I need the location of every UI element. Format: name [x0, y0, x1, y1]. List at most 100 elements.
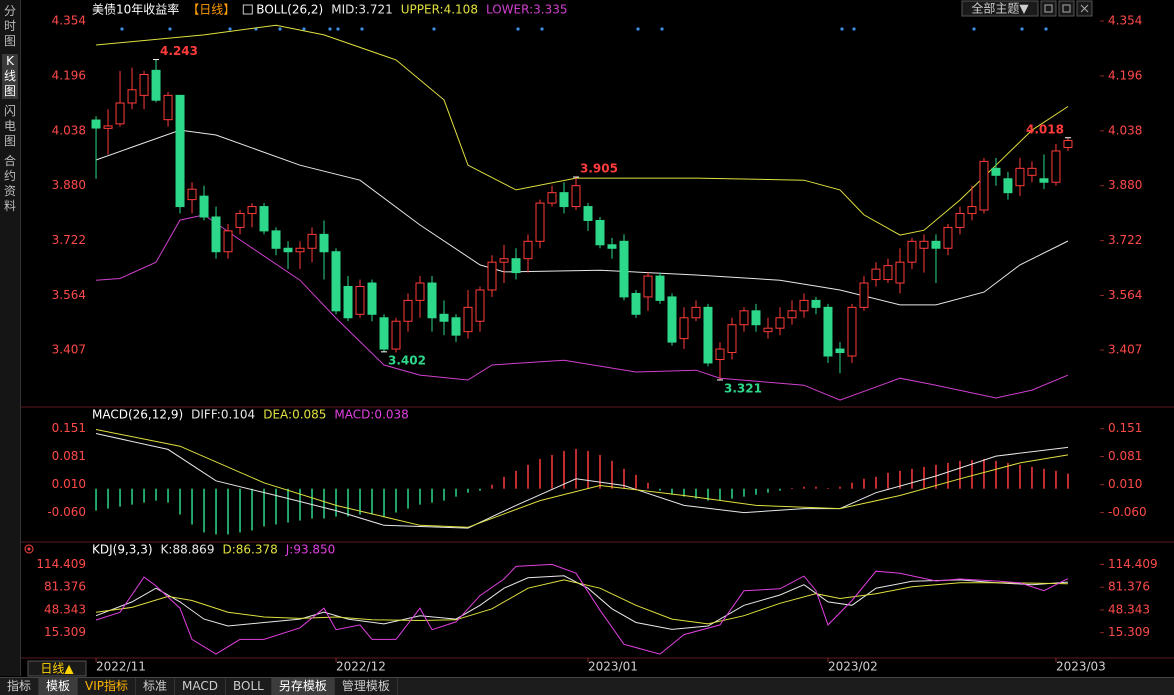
y-tick-label: 4.038 — [52, 123, 86, 137]
bottom-tab[interactable]: 另存模板 — [271, 678, 335, 695]
candle-body — [943, 226, 953, 249]
candle-body — [691, 306, 701, 319]
bottom-tab[interactable]: 指标 — [0, 678, 40, 695]
signal-dot — [540, 27, 544, 31]
bottom-tab[interactable]: BOLL — [226, 678, 272, 695]
candle-body — [679, 317, 689, 340]
candle-body — [883, 265, 893, 281]
legend-label: UPPER:4.108 — [401, 3, 478, 17]
x-tick-label: 2022/11 — [96, 660, 146, 674]
candle-body — [991, 167, 1001, 176]
tab[interactable]: 分时图 — [3, 4, 16, 48]
y-tick-label: -0.060 — [47, 505, 86, 519]
candle-body — [1063, 140, 1073, 148]
y-tick-label-right: 3.722 — [1108, 233, 1142, 247]
candle-body — [1015, 167, 1025, 187]
theme-button-label[interactable]: 全部主题▼ — [971, 1, 1029, 16]
theme-button[interactable] — [961, 0, 1039, 17]
indicator-line — [95, 575, 1069, 630]
candle-body — [907, 240, 917, 263]
icon — [1044, 4, 1053, 13]
candle-body — [103, 125, 113, 129]
candle-body — [163, 94, 173, 121]
y-tick-label: 3.407 — [52, 343, 86, 357]
y-tick-label-right: 3.564 — [1108, 288, 1142, 302]
candle-body — [967, 206, 977, 215]
candle-body — [835, 348, 845, 354]
bottom-tab[interactable]: 标准 — [136, 678, 176, 695]
signal-dot — [302, 27, 306, 31]
indicator-line — [95, 129, 1069, 306]
legend-label: 【日线】 — [187, 3, 235, 17]
bottom-tabs: 指标 模板 VIP指标 标准 MACD BOLL 另存模板 管理模板 — [0, 677, 1174, 695]
y-tick-label-right: 4.196 — [1108, 68, 1142, 82]
legend-label: KDJ(9,3,3) — [92, 543, 153, 557]
candle-body — [247, 206, 257, 215]
candle-body — [211, 216, 221, 253]
signal-dot — [336, 27, 340, 31]
signal-dot — [840, 27, 844, 31]
tab[interactable]: 合约资料 — [3, 154, 16, 213]
y-tick-label: 4.196 — [52, 68, 86, 82]
y-tick-label: 3.722 — [52, 233, 86, 247]
signal-dot — [228, 27, 232, 31]
candle-body — [751, 310, 761, 326]
candle-body — [259, 206, 269, 232]
legend-label: MACD:0.038 — [334, 408, 408, 422]
y-tick-label: 4.354 — [52, 13, 86, 27]
legend-label: MID:3.721 — [331, 3, 393, 17]
candle-body — [655, 275, 665, 301]
tab[interactable]: 闪电图 — [3, 104, 16, 148]
x-tick-label: 2023/02 — [828, 660, 878, 674]
signal-dot — [168, 27, 172, 31]
y-tick-label-right: -0.060 — [1108, 505, 1147, 519]
y-tick-label-right: 48.343 — [1108, 602, 1150, 616]
bottom-tab[interactable]: VIP指标 — [78, 678, 137, 695]
candle-body — [715, 348, 725, 360]
candle-body — [667, 296, 677, 343]
bottom-tab[interactable]: 模板 — [39, 678, 79, 695]
candle-body — [415, 282, 425, 301]
period-label[interactable]: 日线▲ — [40, 662, 74, 676]
kdj-icon-dot — [27, 547, 31, 551]
chart: 全部主题▼ 日线▲ 4.354 4.354 4.196 4.196 4.038 4.038… — [21, 0, 1174, 677]
candle-body — [499, 258, 509, 263]
bottom-tab[interactable]: MACD — [175, 678, 227, 695]
icon-button[interactable] — [1040, 0, 1057, 17]
candle-body — [571, 185, 581, 208]
legend-label: J:93.850 — [285, 543, 336, 557]
y-tick-label-right: 0.081 — [1108, 449, 1142, 463]
y-tick-label: 81.376 — [44, 580, 86, 594]
y-tick-label: 114.409 — [36, 557, 86, 571]
period-button[interactable] — [27, 660, 87, 677]
bottom-tab[interactable]: 管理模板 — [335, 678, 398, 695]
tab[interactable]: K线图 — [2, 54, 18, 99]
candle-body — [739, 310, 749, 326]
candle-body — [547, 192, 557, 204]
icon-button[interactable] — [1058, 0, 1075, 17]
candle-body — [463, 306, 473, 333]
candle-body — [895, 261, 905, 284]
signal-dot — [636, 27, 640, 31]
candle-body — [379, 317, 389, 350]
candle-body — [271, 230, 281, 249]
indicator-line — [95, 433, 1069, 529]
signal-dot — [1044, 27, 1048, 31]
candle-body — [115, 102, 125, 125]
x-tick-label: 2023/03 — [1056, 660, 1106, 674]
candle-body — [451, 317, 461, 336]
candle-body — [775, 317, 785, 329]
candle-body — [439, 313, 449, 322]
candle-body — [307, 233, 317, 249]
legend-label: MACD(26,12,9) — [92, 408, 183, 422]
annotation-label: 4.243 — [160, 44, 198, 58]
candle-body — [607, 244, 617, 249]
y-tick-label: 0.081 — [52, 449, 86, 463]
candle-body — [931, 240, 941, 249]
legend-icon — [242, 4, 253, 15]
annotation-label: 3.321 — [724, 381, 762, 395]
candle-body — [811, 299, 821, 308]
legend-label: DIFF:0.104 — [191, 408, 255, 422]
candle-body — [91, 119, 101, 129]
kdj-icon[interactable] — [24, 544, 34, 554]
